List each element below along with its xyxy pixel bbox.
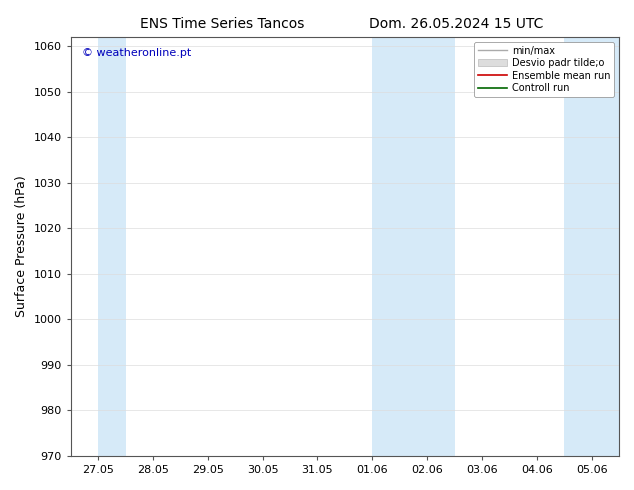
Text: ENS Time Series Tancos: ENS Time Series Tancos bbox=[139, 17, 304, 31]
Bar bbox=[372, 37, 455, 456]
Legend: min/max, Desvio padr tilde;o, Ensemble mean run, Controll run: min/max, Desvio padr tilde;o, Ensemble m… bbox=[474, 42, 614, 97]
Text: © weatheronline.pt: © weatheronline.pt bbox=[82, 48, 191, 57]
Text: Dom. 26.05.2024 15 UTC: Dom. 26.05.2024 15 UTC bbox=[369, 17, 544, 31]
Bar bbox=[564, 37, 619, 456]
Y-axis label: Surface Pressure (hPa): Surface Pressure (hPa) bbox=[15, 175, 28, 318]
Bar bbox=[98, 37, 126, 456]
